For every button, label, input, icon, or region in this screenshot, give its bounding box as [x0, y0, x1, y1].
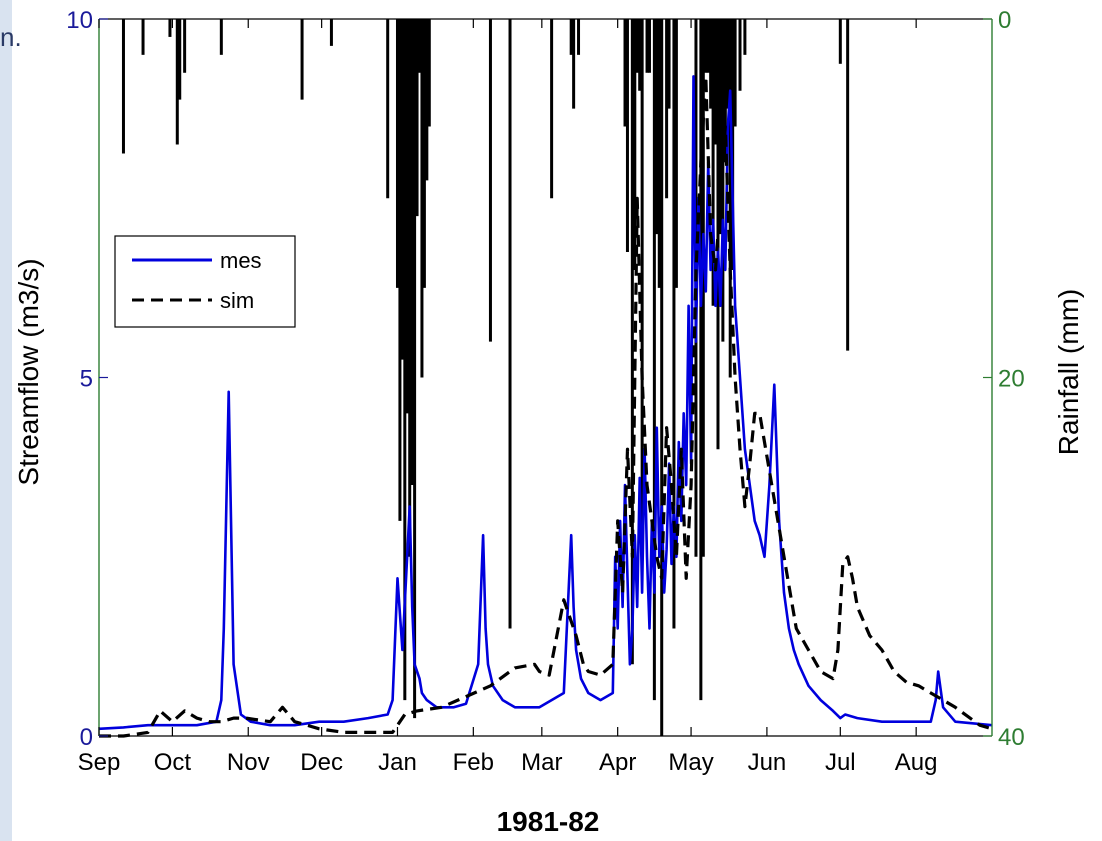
legend-box — [114, 235, 296, 328]
corner-text-fragment: n. — [0, 22, 22, 52]
series-lines — [98, 74, 993, 738]
y-tick-label-right: 20 — [998, 366, 1025, 393]
axis-ticks: Sep Oct Nov Dec Jan Feb Mar Apr May Jun Jul Aug 0 5 10… — [66, 7, 1024, 776]
left-color-strip — [0, 0, 12, 841]
x-tick-label: Dec — [300, 749, 343, 776]
y-tick-label-right: 40 — [998, 724, 1025, 751]
legend-mes-label: mes — [220, 248, 262, 273]
x-tick-label: Jun — [748, 749, 787, 776]
rainfall-bars — [121, 19, 850, 736]
x-axis-title: 1981-82 — [497, 806, 600, 837]
x-tick-label: Aug — [895, 749, 938, 776]
y-tick-label-right: 0 — [998, 7, 1011, 34]
legend-sim-label: sim — [220, 288, 254, 313]
x-tick-label: Apr — [599, 749, 636, 776]
legend: mes sim — [114, 235, 296, 328]
series-line-mes — [98, 75, 993, 731]
x-tick-label: Jan — [378, 749, 417, 776]
x-tick-label: Sep — [78, 749, 121, 776]
x-tick-label: Nov — [227, 749, 270, 776]
y-axis-title-right: Rainfall (mm) — [1053, 289, 1084, 455]
x-tick-label: Mar — [521, 749, 562, 776]
x-tick-label: Jul — [825, 749, 856, 776]
x-tick-label: May — [668, 749, 713, 776]
y-tick-label-left: 10 — [66, 7, 93, 34]
series-line-sim — [99, 74, 993, 738]
y-axis-title-left: Streamflow (m3/s) — [13, 258, 44, 485]
y-tick-label-left: 0 — [80, 724, 93, 751]
x-tick-label: Oct — [154, 749, 192, 776]
x-tick-label: Feb — [453, 749, 494, 776]
y-tick-label-left: 5 — [80, 366, 93, 393]
